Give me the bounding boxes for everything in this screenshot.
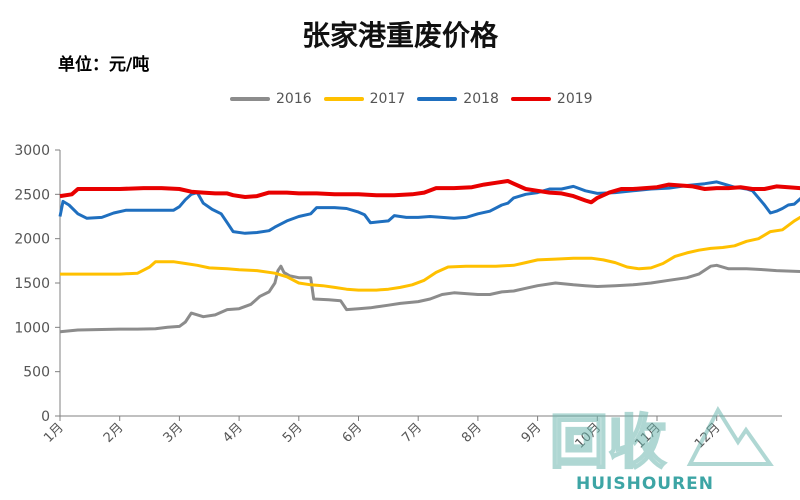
y-tick-label: 0 [41, 409, 50, 425]
series-lines [58, 179, 800, 334]
x-tick-label: 8月 [459, 420, 485, 446]
legend-swatch [417, 97, 458, 101]
legend-label: 2019 [556, 91, 593, 107]
series-line-2016 [59, 263, 800, 334]
y-tick-label: 1500 [14, 276, 50, 292]
legend-label: 2017 [369, 91, 406, 107]
chart-title: 张家港重废价格 [301, 19, 498, 52]
x-tick-label: 3月 [161, 420, 187, 446]
x-tick-label: 6月 [340, 420, 366, 446]
legend-item-2016: 2016 [230, 91, 312, 107]
legend-swatch [323, 97, 364, 101]
x-tick-label: 9月 [519, 420, 545, 446]
y-tick-label: 3000 [14, 143, 50, 159]
legend: 2016 2017 2018 2019 [230, 88, 605, 110]
x-tick-label: 4月 [220, 420, 246, 446]
legend-item-2017: 2017 [323, 91, 406, 107]
series-line-2019 [59, 179, 800, 205]
x-tick-label: 7月 [399, 420, 425, 446]
y-tick-label: 2500 [14, 187, 50, 203]
legend-label: 2018 [463, 91, 499, 107]
legend-item-2019: 2019 [510, 91, 593, 107]
legend-label: 2016 [276, 91, 312, 107]
x-tick-label: 2月 [101, 420, 127, 446]
y-tick-label: 2000 [14, 232, 50, 248]
series-line-2017 [60, 215, 800, 292]
x-tick-label: 5月 [280, 420, 306, 446]
y-tick-label: 500 [23, 365, 50, 381]
legend-swatch [510, 97, 551, 101]
x-tick-label: 12月 [692, 420, 723, 451]
y-tick-label: 1000 [14, 320, 50, 336]
legend-item-2018: 2018 [417, 91, 499, 107]
x-tick-label: 11月 [632, 420, 663, 451]
watermark-text: HUISHOUREN [576, 474, 715, 494]
legend-swatch [230, 97, 270, 101]
x-tick-label: 10月 [573, 420, 604, 451]
unit-label: 单位：元/吨 [58, 55, 150, 75]
